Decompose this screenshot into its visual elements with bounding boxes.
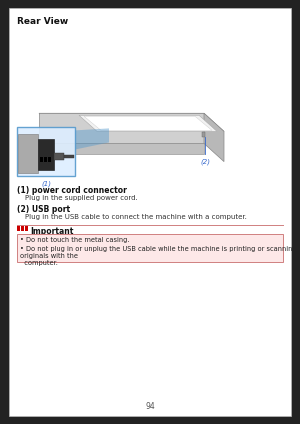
Text: (2): (2) <box>200 159 210 165</box>
Text: • Do not plug in or unplug the USB cable while the machine is printing or scanni: • Do not plug in or unplug the USB cable… <box>20 246 297 266</box>
Polygon shape <box>204 113 224 162</box>
Polygon shape <box>75 128 109 150</box>
FancyBboxPatch shape <box>17 127 75 176</box>
Polygon shape <box>84 116 212 131</box>
Bar <box>48 156 50 162</box>
Text: Important: Important <box>30 227 74 236</box>
Text: (1) power cord connector: (1) power cord connector <box>17 186 127 195</box>
Text: Plug in the USB cable to connect the machine with a computer.: Plug in the USB cable to connect the mac… <box>25 214 247 220</box>
Bar <box>54 153 64 159</box>
Bar <box>64 155 74 158</box>
Bar <box>40 156 43 162</box>
Bar <box>202 132 205 137</box>
Polygon shape <box>39 113 204 143</box>
Text: (2) USB port: (2) USB port <box>17 205 70 214</box>
Text: 94: 94 <box>145 402 155 411</box>
Bar <box>21 226 24 231</box>
Text: Plug in the supplied power cord.: Plug in the supplied power cord. <box>25 195 138 201</box>
Polygon shape <box>39 113 224 131</box>
Polygon shape <box>39 143 204 153</box>
Bar <box>38 139 54 170</box>
Bar <box>25 226 28 231</box>
Bar <box>17 226 20 231</box>
Bar <box>44 156 46 162</box>
Bar <box>18 134 38 173</box>
Text: Rear View: Rear View <box>17 17 68 25</box>
Polygon shape <box>79 115 217 131</box>
Text: • Do not touch the metal casing.: • Do not touch the metal casing. <box>20 237 130 243</box>
Text: (1): (1) <box>41 181 51 187</box>
FancyBboxPatch shape <box>17 234 283 262</box>
